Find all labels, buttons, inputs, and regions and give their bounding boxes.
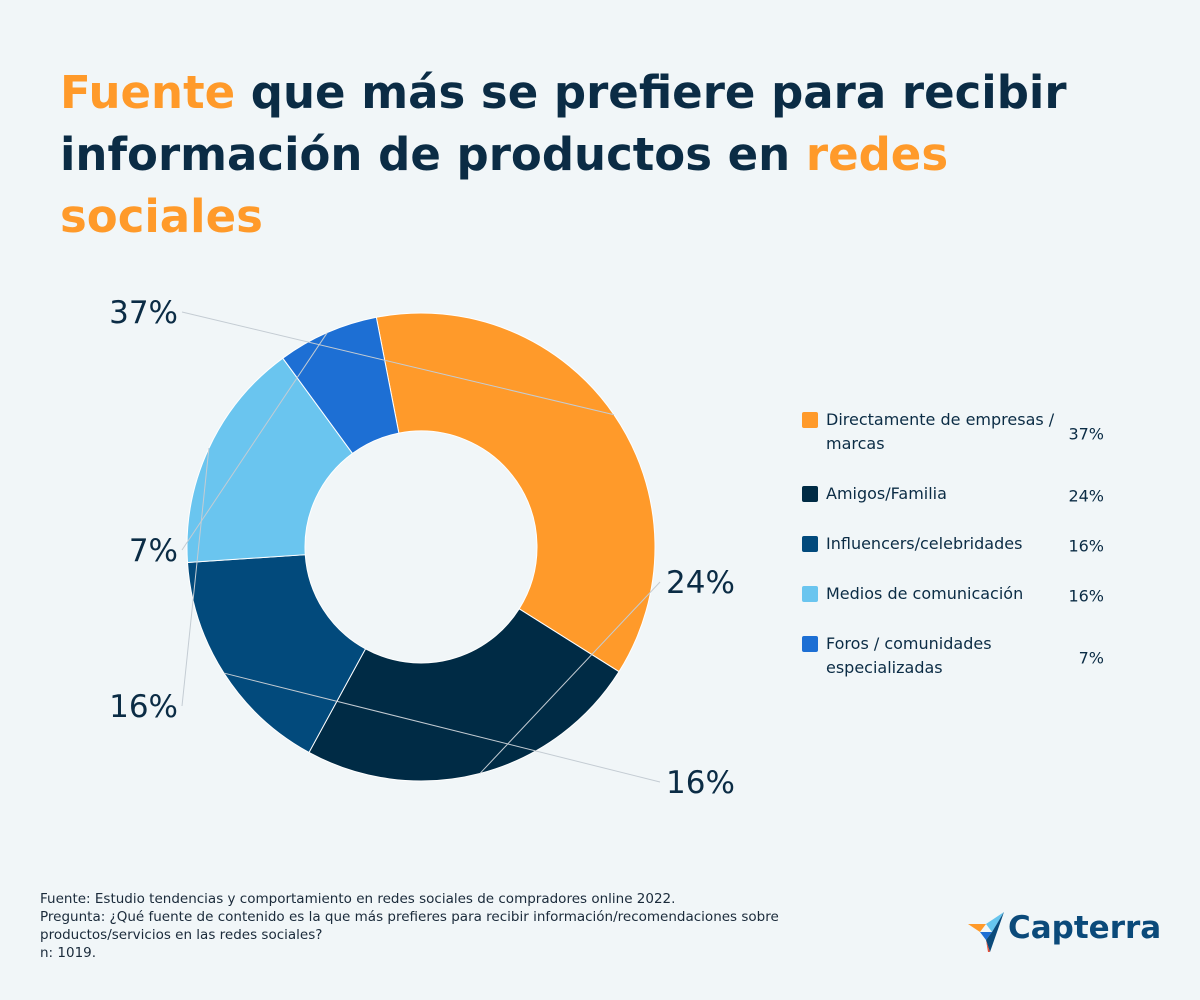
donut-slice	[186, 357, 354, 564]
leader-line	[181, 448, 210, 707]
leader-line	[479, 581, 661, 774]
legend-label: Directamente de empresas / marcas	[826, 410, 1055, 453]
legend-swatch	[802, 486, 818, 502]
footnote-question-cont: productos/servicios en las redes sociale…	[40, 927, 323, 943]
leader-lines	[181, 311, 661, 783]
legend-label: Influencers/celebridades	[826, 534, 1023, 553]
logo-wordmark: Capterra	[1008, 910, 1162, 946]
footnote-sample: n: 1019.	[40, 945, 97, 961]
footnote-source: Fuente: Estudio tendencias y comportamie…	[40, 891, 676, 907]
leader-line	[181, 311, 615, 416]
donut-slice	[282, 316, 400, 455]
data-labels: 37% 24% 16% 16% 7%	[109, 295, 735, 801]
capterra-arrow-icon	[968, 912, 1004, 952]
donut-slice	[186, 554, 367, 754]
title-highlight-2: redes sociales	[60, 128, 949, 243]
capterra-logo: Capterra	[966, 908, 1161, 956]
leader-line	[223, 672, 661, 783]
legend-value: 7%	[1078, 648, 1104, 668]
legend-swatch	[802, 536, 818, 552]
data-label: 24%	[666, 565, 735, 601]
legend-item: Directamente de empresas / marcas 37%	[802, 408, 1112, 460]
legend-value: 16%	[1068, 536, 1104, 556]
legend-swatch	[802, 586, 818, 602]
leader-line	[181, 332, 328, 551]
legend-label: Medios de comunicación	[826, 584, 1024, 603]
footnote-question: Pregunta: ¿Qué fuente de contenido es la…	[40, 909, 779, 925]
data-label: 16%	[666, 765, 735, 801]
legend-label: Foros / comunidades especializadas	[826, 634, 992, 677]
data-label: 16%	[109, 689, 178, 725]
legend-swatch	[802, 412, 818, 428]
legend: Directamente de empresas / marcas 37% Am…	[802, 408, 1112, 684]
legend-item: Medios de comunicación 16%	[802, 582, 1112, 610]
donut-slice	[375, 312, 656, 673]
donut-slice	[308, 608, 620, 782]
title-highlight-1: Fuente	[60, 66, 236, 119]
legend-item: Amigos/Familia 24%	[802, 482, 1112, 510]
footnote: Fuente: Estudio tendencias y comportamie…	[40, 890, 900, 962]
legend-item: Influencers/celebridades 16%	[802, 532, 1112, 560]
legend-swatch	[802, 636, 818, 652]
chart-title: Fuente que más se prefiere para recibir …	[60, 62, 1160, 248]
legend-value: 16%	[1068, 586, 1104, 606]
data-label: 7%	[129, 533, 178, 569]
legend-value: 24%	[1068, 486, 1104, 506]
data-label: 37%	[109, 295, 178, 331]
legend-value: 37%	[1068, 424, 1104, 444]
legend-label: Amigos/Familia	[826, 484, 947, 503]
donut-slices	[186, 312, 656, 782]
legend-item: Foros / comunidades especializadas 7%	[802, 632, 1112, 684]
title-text: que más se prefiere para recibir informa…	[60, 66, 1067, 181]
